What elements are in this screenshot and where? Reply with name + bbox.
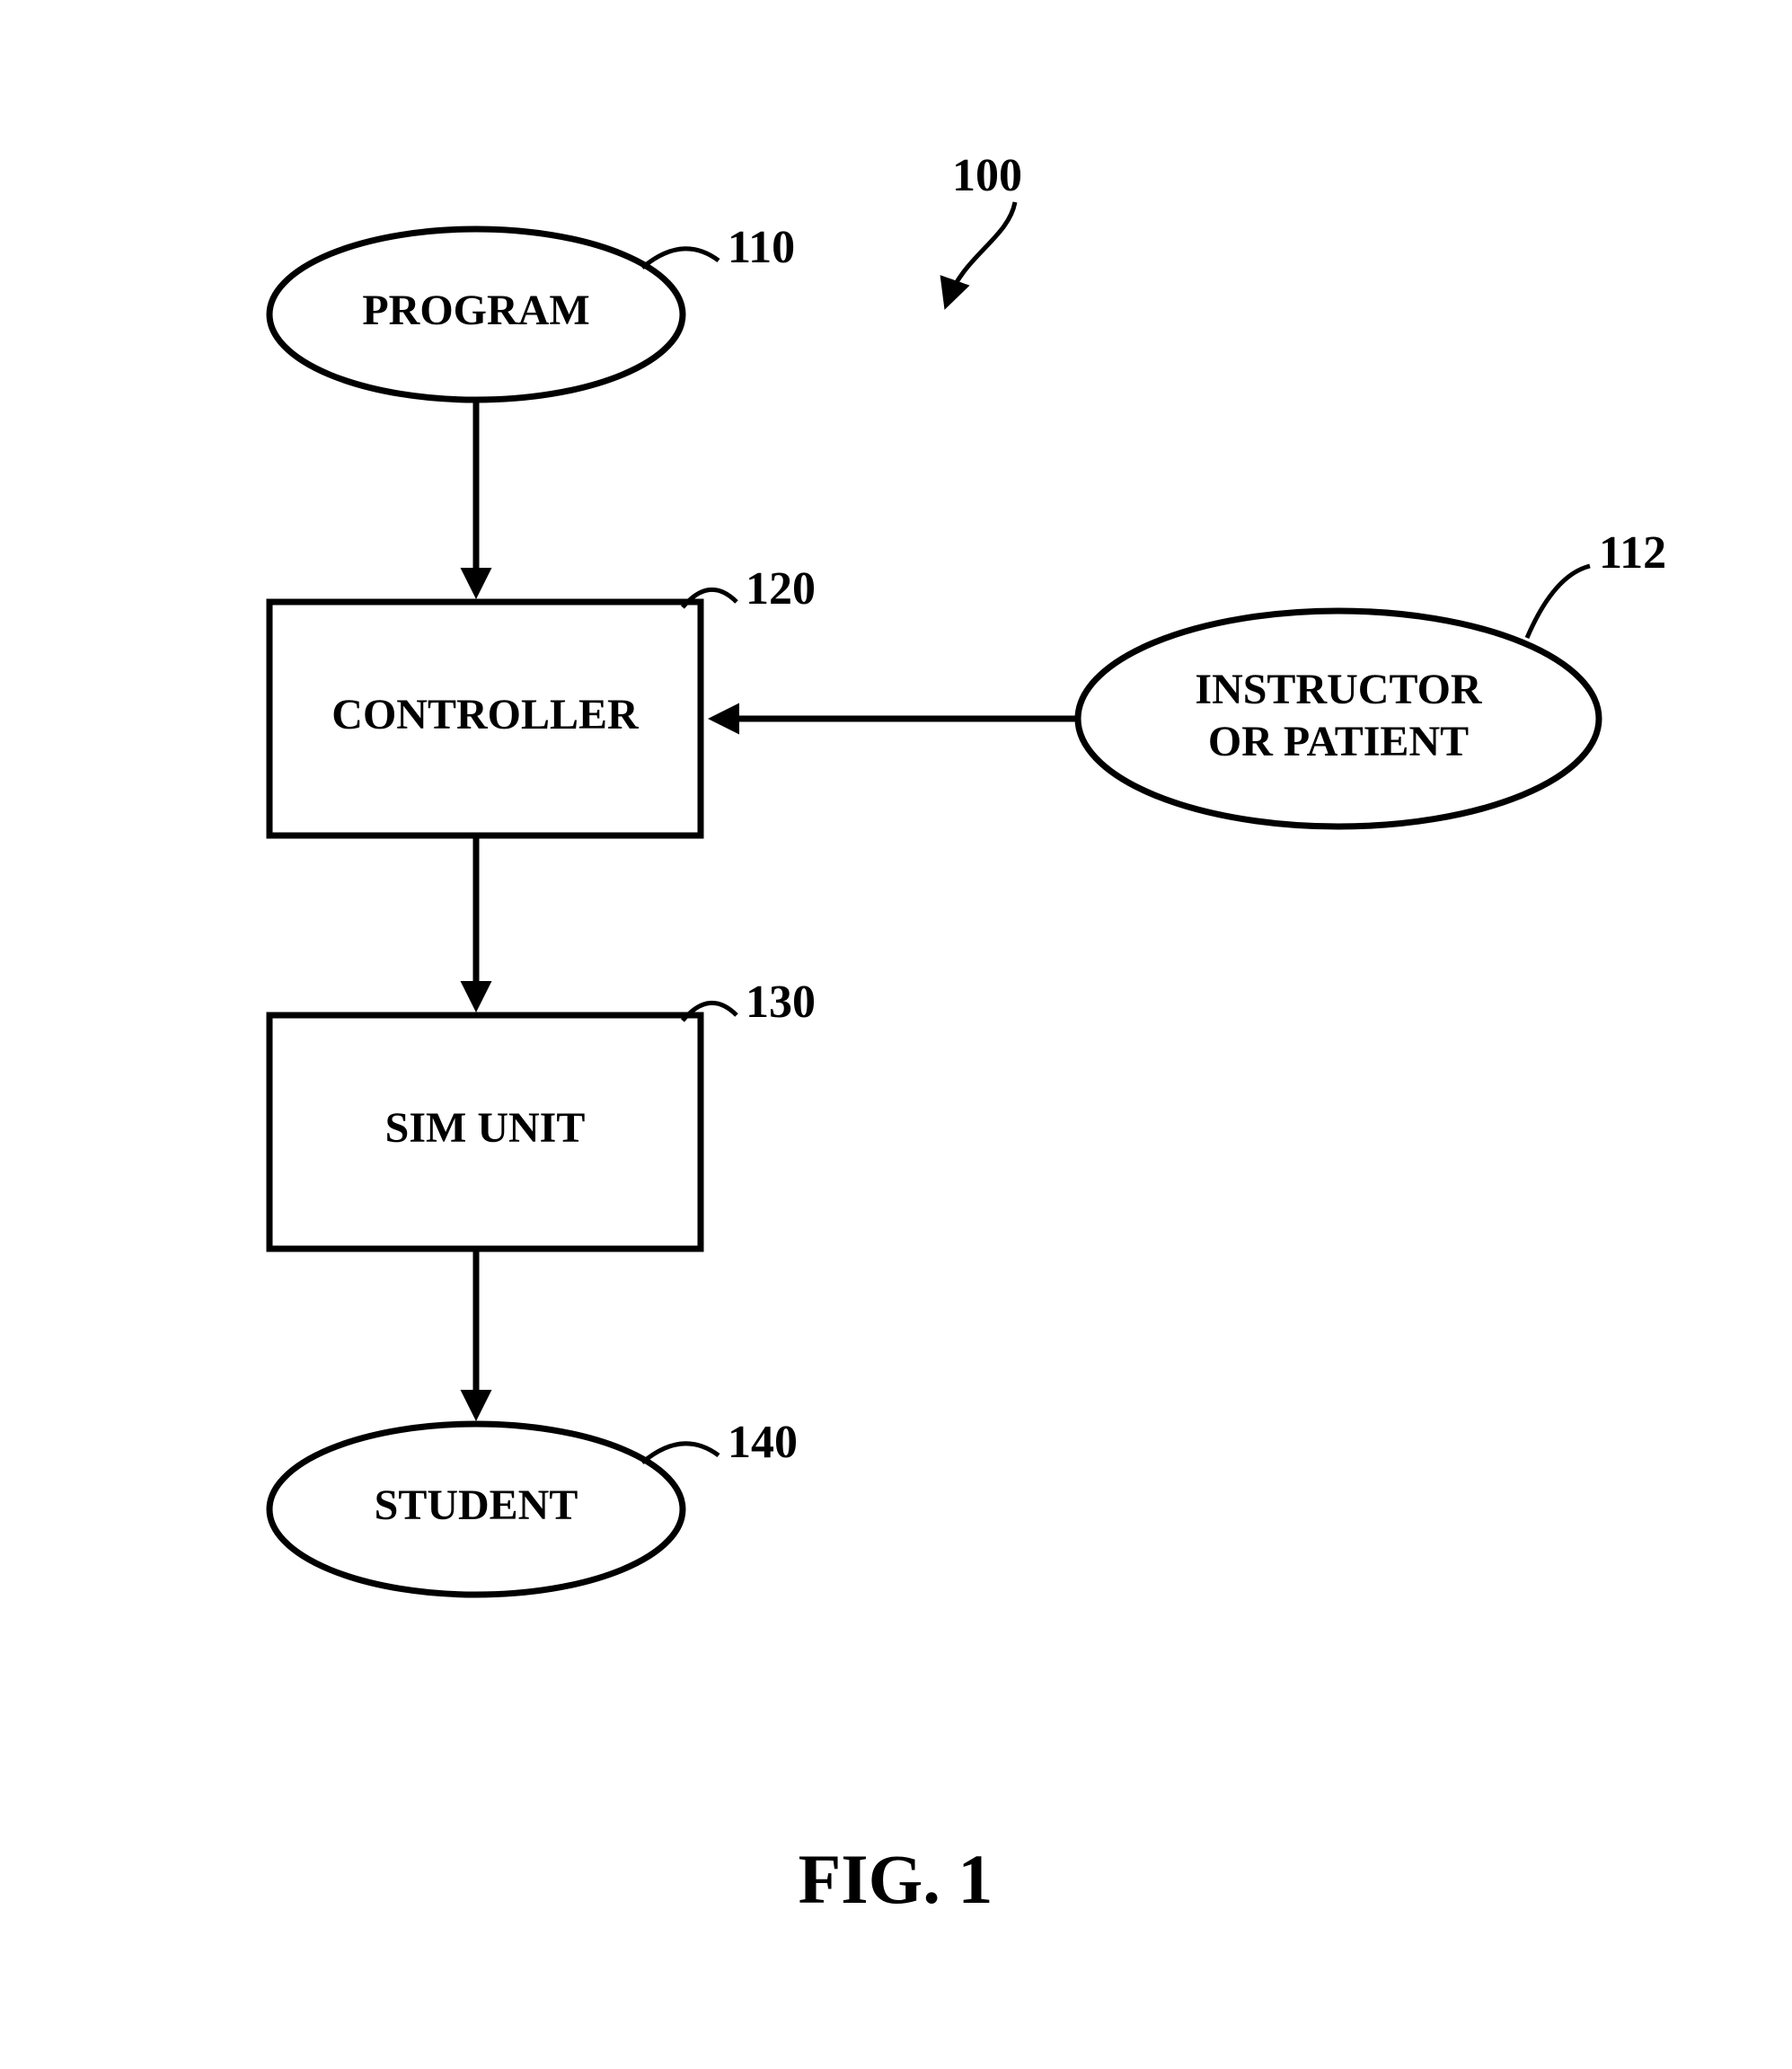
- node-instructor: INSTRUCTOR OR PATIENT: [1078, 611, 1599, 827]
- ref-r100-label: 100: [952, 150, 1022, 201]
- reference-labels: 100 110 120 112 130 140: [642, 150, 1666, 1468]
- node-instructor-label1: INSTRUCTOR: [1195, 666, 1483, 713]
- ref-r120-label: 120: [746, 563, 816, 615]
- node-controller: CONTROLLER: [269, 602, 701, 836]
- arrows: [476, 400, 1078, 1415]
- node-student-label: STUDENT: [375, 1481, 578, 1529]
- ref-r112: 112: [1527, 527, 1666, 638]
- nodes: PROGRAM CONTROLLER INSTRUCTOR OR PATIENT SIM…: [269, 229, 1599, 1595]
- ref-r100: 100: [948, 150, 1022, 301]
- ref-r130-label: 130: [746, 977, 816, 1028]
- node-controller-label: CONTROLLER: [331, 691, 640, 738]
- ref-r112-label: 112: [1599, 527, 1666, 579]
- ref-r110: 110: [642, 222, 795, 273]
- node-program-label: PROGRAM: [362, 287, 589, 334]
- node-instructor-label2: OR PATIENT: [1208, 718, 1469, 765]
- ref-r140-leader: [642, 1444, 719, 1463]
- node-simunit-label: SIM UNIT: [385, 1104, 586, 1152]
- ref-r110-leader: [642, 249, 719, 268]
- ref-r100-leader: [948, 202, 1015, 301]
- ref-r140-label: 140: [728, 1417, 798, 1468]
- node-simunit: SIM UNIT: [269, 1015, 701, 1249]
- ref-r112-leader: [1527, 566, 1590, 638]
- figure-caption: FIG. 1: [799, 1840, 993, 1918]
- ref-r110-label: 110: [728, 222, 795, 273]
- ref-r140: 140: [642, 1417, 798, 1468]
- node-program: PROGRAM: [269, 229, 683, 400]
- node-student: STUDENT: [269, 1424, 683, 1595]
